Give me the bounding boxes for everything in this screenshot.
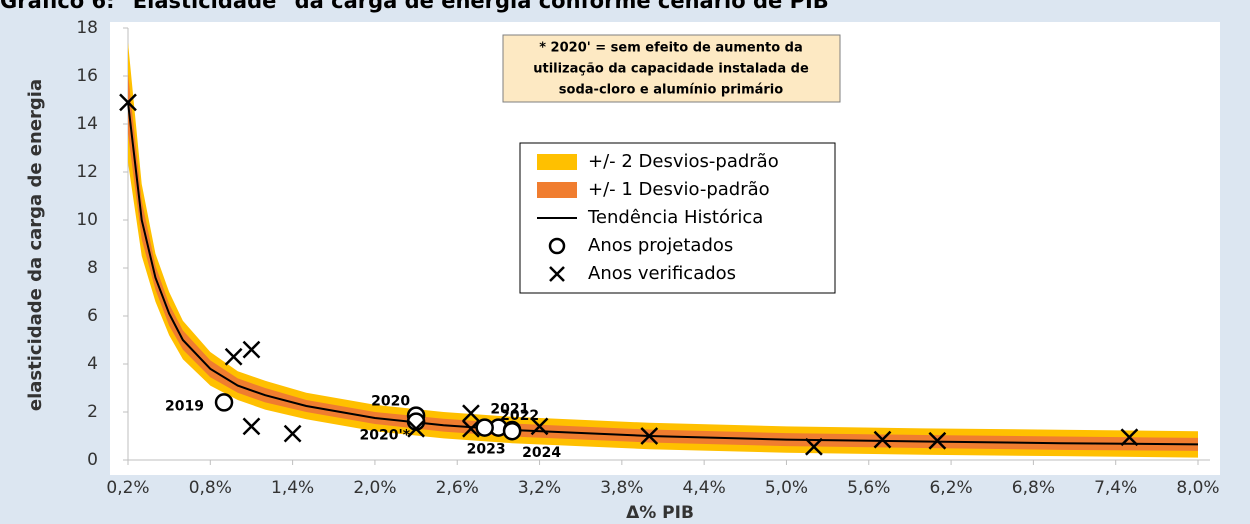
- x-tick-label: 8,0%: [1176, 478, 1219, 498]
- verified-point: [462, 404, 480, 423]
- point-label: 2024: [522, 445, 561, 461]
- projected-point: [475, 418, 494, 437]
- legend-swatch: [537, 154, 577, 170]
- verified-point: [407, 419, 425, 438]
- x-tick-label: 5,0%: [765, 478, 808, 498]
- x-tick-label: 1,4%: [271, 478, 314, 498]
- x-tick-label: 6,2%: [929, 478, 972, 498]
- y-tick-label: 12: [76, 162, 98, 182]
- projected-point: [502, 421, 522, 441]
- note-text: * 2020' = sem efeito de aumento da: [539, 41, 803, 56]
- x-tick-label: 4,4%: [683, 478, 726, 498]
- projected-point: [214, 393, 234, 412]
- x-tick-label: 5,6%: [847, 478, 890, 498]
- x-tick-label: 0,2%: [106, 478, 149, 498]
- note-text: soda-cloro e alumínio primário: [559, 83, 783, 98]
- x-tick-label: 2,0%: [353, 478, 396, 498]
- trend-line: [127, 102, 1199, 446]
- legend-label: Anos projetados: [588, 235, 733, 256]
- verified-point: [119, 93, 137, 112]
- y-tick-label: 14: [76, 114, 98, 134]
- x-tick-label: 7,4%: [1094, 478, 1137, 498]
- x-axis-label: Δ% PIB: [626, 503, 694, 523]
- note-text: utilização da capacidade instalada de: [533, 62, 809, 77]
- y-tick-label: 0: [87, 450, 98, 470]
- legend-label: +/- 2 Desvios-padrão: [588, 151, 779, 172]
- verified-point: [1120, 428, 1139, 447]
- verified-point: [805, 437, 823, 456]
- x-tick-label: 2,6%: [436, 478, 479, 498]
- verified-point: [224, 347, 243, 366]
- verified-point: [242, 417, 261, 436]
- x-tick-label: 3,8%: [600, 478, 643, 498]
- legend-label: Tendência Histórica: [587, 207, 763, 228]
- verified-point: [242, 340, 261, 359]
- y-tick-label: 6: [87, 306, 98, 326]
- y-tick-label: 8: [87, 258, 98, 278]
- note-box: [502, 34, 841, 103]
- y-tick-label: 4: [87, 354, 98, 374]
- verified-point: [283, 424, 302, 443]
- y-tick-label: 10: [76, 210, 98, 230]
- y-tick-label: 16: [76, 66, 98, 86]
- legend-swatch: [548, 237, 566, 255]
- verified-point: [928, 431, 947, 450]
- point-label: 2022: [500, 408, 539, 424]
- chart-title: Gráfico 6: "Elasticidade" da carga de en…: [0, 0, 829, 13]
- verified-point: [530, 417, 549, 436]
- point-label: 2021: [490, 402, 529, 418]
- verified-point: [462, 419, 480, 438]
- legend-label: +/- 1 Desvio-padrão: [588, 179, 770, 200]
- point-label: 2023: [467, 442, 506, 458]
- point-label: 2019: [165, 398, 204, 414]
- legend-label: Anos verificados: [588, 263, 736, 284]
- x-tick-label: 0,8%: [189, 478, 232, 498]
- y-tick-label: 18: [76, 18, 98, 38]
- y-tick-label: 2: [87, 402, 98, 422]
- legend-swatch: [537, 182, 577, 198]
- verified-point: [873, 430, 892, 449]
- x-tick-label: 3,2%: [518, 478, 561, 498]
- legend-swatch: [549, 266, 565, 282]
- x-tick-label: 6,8%: [1012, 478, 1055, 498]
- verified-point: [640, 427, 659, 445]
- point-label: 2020: [371, 394, 410, 410]
- y-axis-label: elasticidade da carga de energia: [25, 79, 46, 411]
- point-label: 2020'*: [359, 428, 410, 444]
